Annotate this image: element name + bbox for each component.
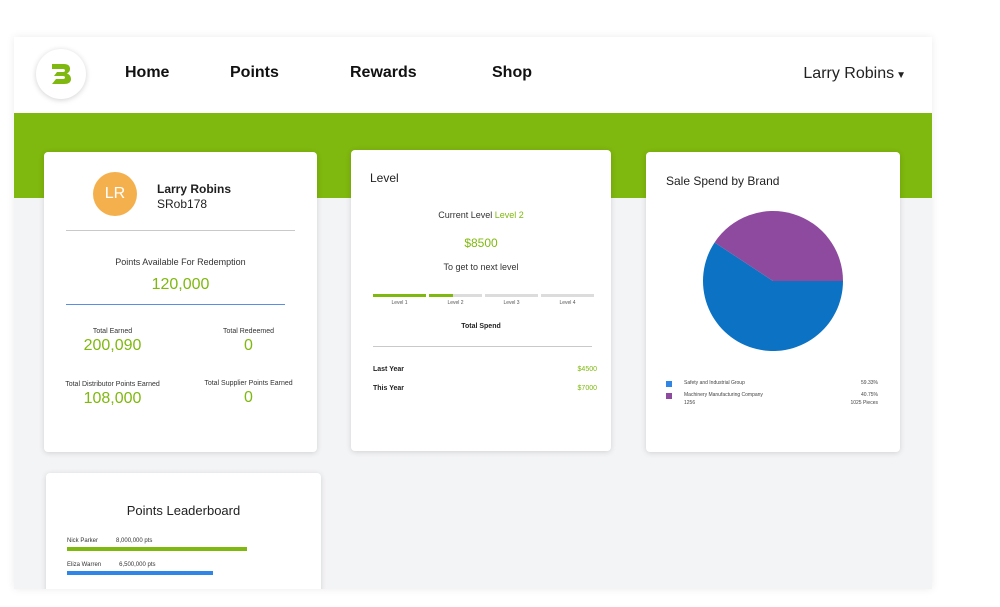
stat-label: Total Redeemed xyxy=(223,328,274,335)
profile-name: Larry Robins xyxy=(157,182,232,196)
leaderboard-points: 6,500,000 pts xyxy=(119,562,156,568)
level-title: Level xyxy=(370,171,399,185)
stat-value: 108,000 xyxy=(83,390,142,407)
stat-total-earned: Total Earned 200,090 xyxy=(44,328,181,355)
leaderboard-title: Points Leaderboard xyxy=(126,503,241,518)
level-amount: $8500 xyxy=(464,236,498,250)
nav-rewards-link[interactable]: Rewards xyxy=(350,64,417,81)
legend-percent: 40.75% xyxy=(861,392,878,398)
legend-sub-left: 1256 xyxy=(684,400,696,406)
leaderboard-bar xyxy=(67,571,213,575)
leaderboard-points: 8,000,000 pts xyxy=(116,538,153,544)
points-available-value: 120,000 xyxy=(151,276,210,293)
top-nav: Home Points Rewards Shop Larry Robins ▼ xyxy=(14,37,932,113)
pie-slice-safety xyxy=(703,242,843,351)
logo[interactable] xyxy=(36,49,86,99)
avatar: LR xyxy=(93,172,137,216)
divider xyxy=(373,346,592,347)
leaderboard-bar xyxy=(67,547,247,551)
current-level-prefix: Current Level xyxy=(438,210,493,220)
stat-label: Total Earned xyxy=(92,328,133,335)
stat-label: Total Supplier Points Earned xyxy=(204,380,293,387)
level-card: Level Current Level Level 2 $8500 To get… xyxy=(351,150,611,451)
sale-spend-title: Sale Spend by Brand xyxy=(666,174,780,188)
nav-home-link[interactable]: Home xyxy=(125,64,170,81)
legend-name: Safety and Industrial Group xyxy=(684,380,745,386)
nav-points-link[interactable]: Points xyxy=(230,64,279,81)
spend-row-amount: $4500 xyxy=(577,366,597,373)
profile-username: SRob178 xyxy=(157,197,208,211)
level-progress-fill xyxy=(373,294,426,297)
stat-supplier-points: Total Supplier Points Earned 0 xyxy=(180,380,317,407)
level-progress-bar xyxy=(429,294,482,297)
stat-label: Total Distributor Points Earned xyxy=(65,381,160,388)
legend-swatch xyxy=(666,393,672,399)
nav-shop-link[interactable]: Shop xyxy=(492,64,532,81)
legend-percent: 59.33% xyxy=(861,380,878,386)
stat-value: 200,090 xyxy=(83,337,142,354)
level-label: Level 4 xyxy=(559,300,576,306)
points-available-label: Points Available For Redemption xyxy=(115,257,246,267)
level-progress-fill xyxy=(429,294,453,297)
current-level-value: Level 2 xyxy=(494,210,524,220)
pie-slice-machinery xyxy=(714,210,843,281)
sale-spend-pie-chart xyxy=(703,210,843,351)
level-progress-bar xyxy=(373,294,426,297)
divider xyxy=(66,230,295,231)
leaderboard-name: Eliza Warren xyxy=(67,562,102,568)
spend-row-amount: $7000 xyxy=(577,385,597,392)
level-label: Level 3 xyxy=(503,300,520,306)
divider-blue xyxy=(66,304,285,305)
brand-logo-icon xyxy=(52,64,71,84)
leaderboard-name: Nick Parker xyxy=(67,538,99,544)
stat-distributor-points: Total Distributor Points Earned 108,000 xyxy=(44,381,181,408)
app-frame: Home Points Rewards Shop Larry Robins ▼ L… xyxy=(14,37,932,589)
stat-value: 0 xyxy=(244,337,253,354)
legend-swatch xyxy=(666,381,672,387)
legend-sub-right: 1025 Pieces xyxy=(850,400,878,406)
stat-total-redeemed: Total Redeemed 0 xyxy=(180,328,317,355)
level-label: Level 1 xyxy=(391,300,408,306)
current-level: Current Level Level 2 xyxy=(351,210,611,220)
user-menu-name: Larry Robins xyxy=(803,65,895,82)
stat-value: 0 xyxy=(244,389,253,406)
profile-card: LR Larry Robins SRob178 Points Available… xyxy=(44,152,317,452)
spend-row-this-year: This Year $7000 xyxy=(373,385,597,392)
leaderboard-card: Points Leaderboard Nick Parker 8,000,000 … xyxy=(46,473,321,589)
total-spend-label: Total Spend xyxy=(461,323,501,330)
level-progress-bar xyxy=(541,294,594,297)
level-progress-bar xyxy=(485,294,538,297)
spend-row-label: This Year xyxy=(373,385,405,392)
spend-row-last-year: Last Year $4500 xyxy=(373,366,597,373)
chevron-down-icon: ▼ xyxy=(896,70,906,81)
level-label: Level 2 xyxy=(447,300,464,306)
next-level-label: To get to next level xyxy=(443,262,519,272)
spend-row-label: Last Year xyxy=(373,366,405,373)
sale-spend-card: Sale Spend by Brand Safety and Industria… xyxy=(646,152,900,452)
legend-name: Machinery Manufacturing Company xyxy=(684,392,763,398)
leaderboard-row: Eliza Warren 6,500,000 pts xyxy=(67,562,156,568)
leaderboard-row: Nick Parker 8,000,000 pts xyxy=(67,538,152,544)
user-menu[interactable]: Larry Robins ▼ xyxy=(803,65,906,83)
